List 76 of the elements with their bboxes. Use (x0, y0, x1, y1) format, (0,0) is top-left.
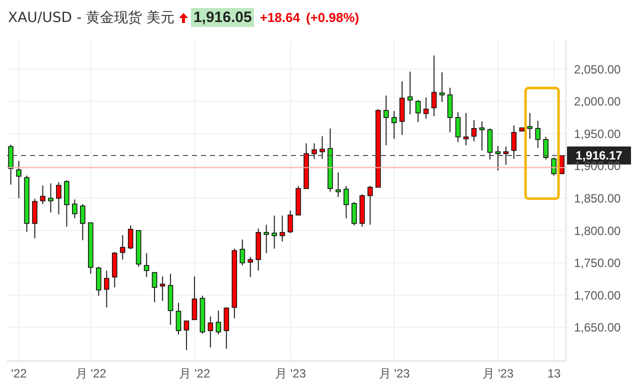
y-tick-label: 1,700.00 (574, 288, 622, 302)
candlestick (208, 316, 214, 348)
candlestick (16, 160, 22, 199)
y-tick-label: 1,650.00 (574, 320, 622, 335)
candlestick (40, 184, 46, 205)
y-tick-label: 1,750.00 (574, 256, 622, 270)
candlestick (352, 202, 357, 226)
candlestick (551, 157, 556, 176)
y-tick-label: 2,000.00 (574, 94, 622, 109)
candlestick (192, 276, 198, 320)
candlestick (423, 96, 429, 120)
x-tick-label: 月 '22 (179, 366, 210, 381)
candlestick (439, 72, 445, 103)
candlestick (447, 87, 453, 133)
candlestick (104, 270, 110, 308)
y-tick-label: 1,850.00 (574, 192, 622, 206)
candlestick (495, 145, 501, 171)
candlestick (32, 198, 38, 239)
candlestick (399, 80, 405, 136)
candlestick (120, 234, 126, 260)
x-tick-label: 月 '23 (482, 366, 514, 381)
candlestick (272, 215, 277, 250)
text: +18.64 (260, 10, 300, 25)
candlestick (56, 182, 62, 215)
y-tick-label: 1,950.00 (574, 126, 622, 141)
candlestick (455, 112, 461, 143)
candlestick (264, 224, 269, 254)
candlestick (128, 224, 134, 250)
y-tick-label: 2,050.00 (574, 62, 622, 76)
candlestick (368, 185, 373, 226)
candlestick (527, 112, 533, 140)
candlestick (383, 95, 389, 146)
candlestick (511, 124, 517, 160)
candlestick (8, 144, 14, 186)
candlestick (503, 146, 509, 166)
candlestick (471, 120, 477, 142)
candlestick (487, 128, 493, 160)
candlestick (479, 120, 485, 151)
candlestick (112, 251, 118, 288)
candlestick (152, 272, 158, 303)
candlestick (48, 182, 54, 213)
candlestick (248, 256, 254, 278)
x-tick-label: 月 '22 (75, 366, 107, 381)
candlestick (543, 136, 548, 160)
x-tick-label: 月 '23 (275, 366, 306, 381)
x-tick-label: 13 (547, 366, 562, 381)
candlestick (535, 120, 541, 148)
candlestick (280, 215, 285, 242)
candlestick (240, 239, 246, 266)
candlestick (407, 71, 413, 115)
chart-title: XAU/USD - 黄金现货 美元 (8, 8, 174, 26)
text: (+0.98%) (306, 10, 360, 25)
candlestick (415, 100, 421, 123)
candlestick (336, 172, 341, 198)
candlestick (312, 142, 317, 160)
x-tick-label: 月 '23 (378, 366, 410, 381)
candlestick (96, 266, 102, 296)
candlestick (391, 110, 397, 140)
candlestick (320, 136, 325, 160)
candlestick (176, 302, 182, 336)
candlestick (144, 252, 150, 278)
candlestick (288, 210, 293, 234)
candlestick (344, 185, 349, 219)
candlestick (160, 276, 166, 302)
x-tick-label: '22 (11, 366, 28, 381)
candlestick (224, 306, 230, 350)
candlestick (463, 112, 469, 146)
candlestick (216, 310, 222, 336)
ref-line-label: 1,916.17 (576, 148, 623, 162)
text: 1,916.05 (191, 8, 254, 27)
candlestick (431, 55, 437, 117)
y-tick-label: 1,800.00 (574, 224, 622, 238)
candlestick (80, 204, 86, 241)
candlestick (184, 320, 190, 351)
candlestick (64, 180, 70, 228)
candlestick (72, 199, 78, 219)
